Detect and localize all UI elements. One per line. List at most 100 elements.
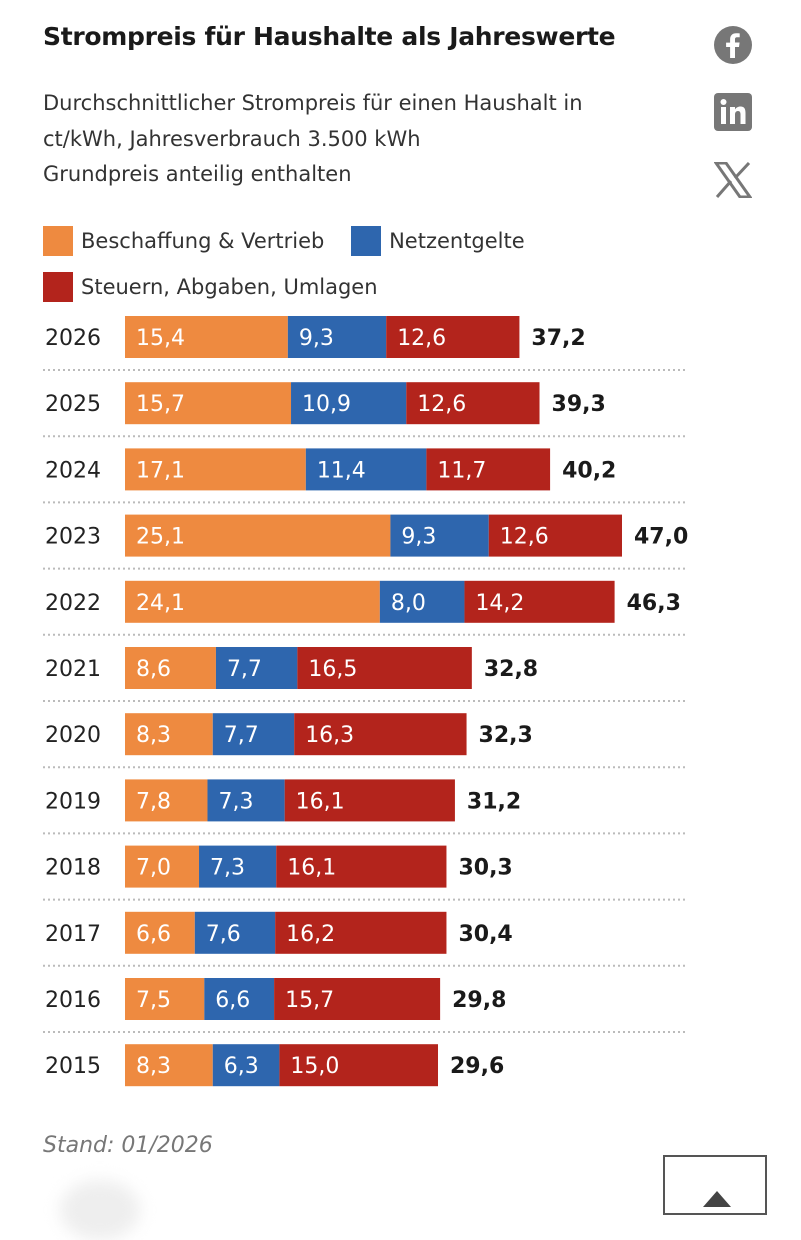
year-label: 2026 — [45, 326, 101, 351]
segment-label: 12,6 — [397, 326, 446, 351]
bar-segment — [207, 779, 285, 822]
bar-segment — [125, 1044, 213, 1087]
segment-label: 8,3 — [136, 1054, 171, 1079]
legend-swatch — [43, 272, 73, 302]
arrow-up-icon — [703, 1191, 731, 1207]
bar-segment — [464, 580, 615, 623]
bar-segment — [199, 845, 277, 888]
segment-label: 7,7 — [224, 723, 259, 748]
bar-segment — [125, 978, 205, 1020]
legend-item: Netzentgelte — [351, 222, 525, 260]
segment-label: 17,1 — [136, 458, 185, 483]
segment-label: 16,1 — [296, 789, 345, 814]
legend-item: Beschaffung & Vertrieb — [43, 222, 324, 260]
segment-label: 10,9 — [302, 392, 351, 417]
segment-label: 15,7 — [136, 392, 185, 417]
bar-segment — [125, 382, 292, 425]
x-icon — [714, 162, 752, 198]
legend-label: Beschaffung & Vertrieb — [81, 229, 325, 253]
bar-segment — [390, 514, 489, 557]
total-label: 32,3 — [479, 723, 533, 748]
bar-segment — [125, 448, 306, 491]
year-label: 2021 — [45, 657, 101, 682]
year-label: 2015 — [45, 1054, 101, 1079]
year-label: 2016 — [45, 988, 101, 1013]
segment-label: 6,6 — [215, 988, 250, 1013]
segment-label: 16,1 — [287, 856, 336, 881]
year-label: 2018 — [45, 856, 101, 881]
total-label: 39,3 — [552, 392, 606, 417]
bar-segment — [276, 845, 447, 888]
segment-label: 8,0 — [391, 591, 426, 616]
bar-segment — [215, 647, 298, 689]
segment-label: 16,3 — [305, 723, 354, 748]
bar-segment — [291, 382, 407, 425]
bar-segment — [287, 316, 387, 358]
total-label: 40,2 — [562, 458, 616, 483]
subtitle-line: Grundpreis anteilig enthalten — [43, 162, 352, 186]
segment-label: 9,3 — [401, 525, 436, 550]
legend-swatch — [43, 226, 73, 256]
bar-segment — [125, 911, 195, 954]
bar-segment — [125, 713, 213, 756]
segment-label: 8,3 — [136, 723, 171, 748]
decorative-blur — [60, 1180, 140, 1240]
chart-title: Strompreis für Haushalte als Jahreswerte — [43, 22, 616, 51]
bar-segment — [279, 1044, 439, 1087]
segment-label: 14,2 — [475, 591, 524, 616]
bar-segment — [125, 580, 380, 623]
bar-segment — [194, 911, 276, 954]
scroll-to-top-button[interactable] — [663, 1155, 767, 1215]
segment-label: 7,7 — [227, 657, 262, 682]
year-label: 2019 — [45, 789, 101, 814]
segment-label: 16,2 — [286, 922, 335, 947]
bar-segment — [379, 580, 465, 623]
bar-segment — [275, 911, 447, 954]
segment-label: 16,5 — [308, 657, 357, 682]
bar-segment — [212, 1044, 280, 1087]
x-share-button[interactable] — [712, 159, 754, 201]
legend: Beschaffung & Vertrieb Netzentgelte Steu… — [43, 222, 663, 314]
facebook-share-button[interactable] — [712, 24, 754, 66]
segment-label: 11,7 — [437, 458, 486, 483]
legend-label: Netzentgelte — [389, 229, 525, 253]
total-label: 37,2 — [531, 326, 585, 351]
total-label: 30,3 — [458, 856, 512, 881]
bar-segment — [125, 647, 216, 689]
year-label: 2020 — [45, 723, 101, 748]
segment-label: 12,6 — [417, 392, 466, 417]
bar-segment — [212, 713, 295, 756]
segment-label: 7,8 — [136, 789, 171, 814]
bar-segment — [305, 448, 427, 491]
stacked-bar-chart: 2026 15,4 9,3 12,6 37,2 2025 15,7 10,9 12,6 39,3 2… — [43, 316, 688, 1087]
segment-label: 7,6 — [206, 922, 241, 947]
segment-label: 15,7 — [285, 988, 334, 1013]
total-label: 29,8 — [452, 988, 506, 1013]
total-label: 47,0 — [634, 525, 688, 550]
year-label: 2022 — [45, 591, 101, 616]
chart-subtitle: Durchschnittlicher Strompreis für einen … — [43, 86, 683, 193]
linkedin-share-button[interactable] — [712, 91, 754, 133]
bar-segment — [125, 845, 200, 888]
bar-segment — [125, 514, 391, 557]
segment-label: 7,3 — [218, 789, 253, 814]
year-label: 2023 — [45, 525, 101, 550]
bar-segment — [294, 713, 467, 756]
bar-segment — [488, 514, 622, 557]
bar-segment — [406, 382, 540, 425]
bar-segment — [297, 647, 472, 689]
segment-label: 11,4 — [317, 458, 366, 483]
year-label: 2017 — [45, 922, 101, 947]
bar-segment — [125, 316, 288, 358]
legend-swatch — [351, 226, 382, 256]
subtitle-line: Durchschnittlicher Strompreis für einen … — [43, 91, 583, 115]
linkedin-icon — [714, 93, 752, 131]
segment-label: 9,3 — [299, 326, 334, 351]
bar-segment — [426, 448, 551, 491]
bar-segment — [274, 978, 441, 1020]
segment-label: 6,6 — [136, 922, 171, 947]
segment-label: 7,5 — [136, 988, 171, 1013]
legend-item: Steuern, Abgaben, Umlagen — [43, 268, 378, 306]
total-label: 29,6 — [450, 1054, 504, 1079]
segment-label: 7,0 — [136, 856, 171, 881]
